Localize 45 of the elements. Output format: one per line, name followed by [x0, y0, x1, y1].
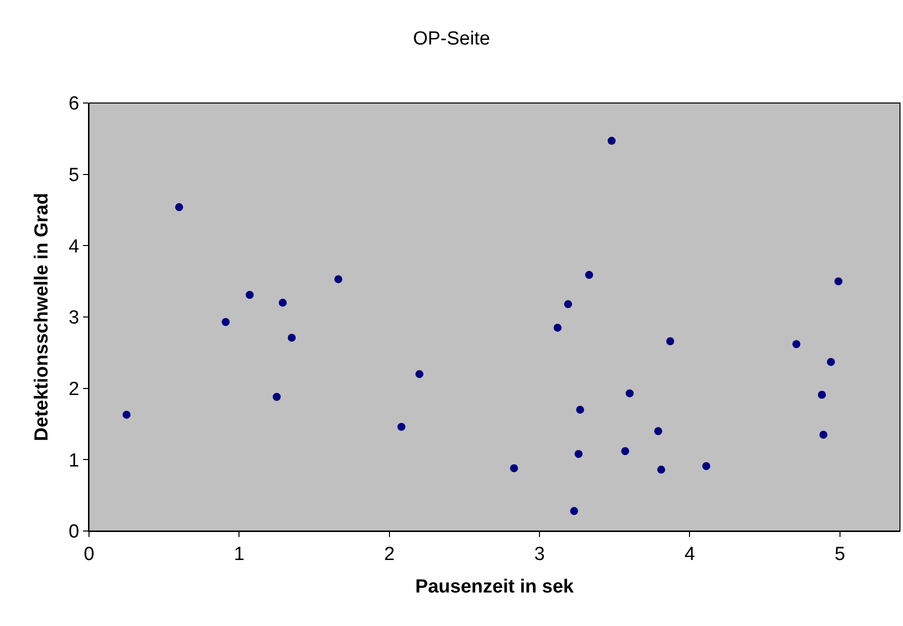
y-tick-label: 6 — [68, 94, 80, 115]
point — [246, 290, 254, 299]
point — [564, 300, 572, 308]
point — [272, 392, 281, 401]
point — [626, 389, 634, 398]
x-tick-label: 1 — [234, 544, 244, 565]
point — [585, 270, 594, 279]
point — [288, 334, 296, 342]
point — [654, 427, 662, 436]
chart-title: OP-Seite — [412, 28, 490, 50]
point — [554, 324, 562, 332]
point — [222, 318, 230, 326]
point — [574, 450, 583, 458]
point — [666, 337, 674, 346]
point — [576, 406, 584, 414]
x-tick-label: 4 — [684, 544, 696, 565]
x-tick-label: 3 — [534, 544, 545, 565]
point — [397, 422, 406, 431]
point — [415, 370, 424, 378]
x-tick-label: 5 — [834, 544, 846, 565]
point — [334, 275, 342, 284]
y-tick-label: 3 — [68, 308, 80, 329]
point — [826, 358, 835, 366]
point — [175, 203, 184, 212]
point — [818, 390, 826, 399]
x-tick-label: 2 — [384, 544, 395, 565]
x-tick-label: 0 — [84, 544, 94, 565]
x-axis-title: Pausenzeit in sek — [415, 576, 574, 598]
y-tick-label: 4 — [68, 236, 80, 258]
point — [570, 507, 578, 516]
point — [819, 430, 828, 439]
point — [657, 466, 666, 474]
point — [792, 340, 800, 348]
point — [621, 447, 630, 456]
point — [702, 462, 710, 470]
y-tick-label: 1 — [68, 450, 80, 472]
point — [122, 410, 131, 419]
y-axis-title: Detektionsschwelle in Grad — [31, 192, 52, 442]
y-tick-label: 5 — [68, 164, 80, 186]
point — [278, 298, 287, 307]
y-tick-label: 2 — [68, 378, 80, 400]
point — [510, 464, 518, 472]
point — [834, 277, 842, 286]
point — [608, 136, 616, 145]
y-tick-label: 0 — [68, 522, 80, 543]
